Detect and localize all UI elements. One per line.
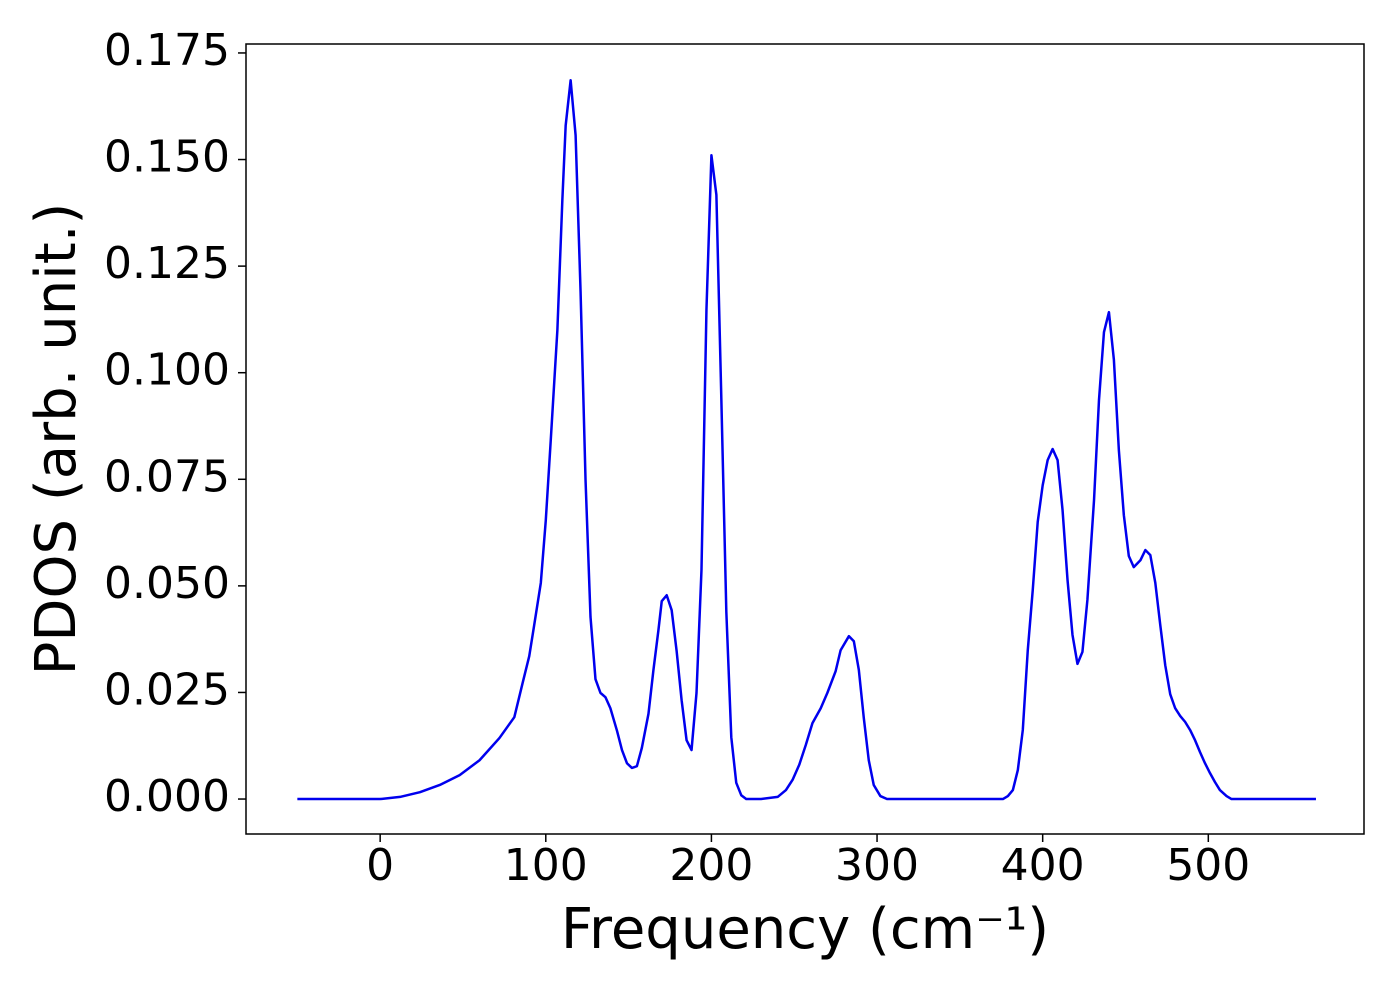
x-tick-label: 500: [1166, 840, 1250, 891]
y-tick-label: 0.000: [104, 771, 230, 822]
y-axis-label: PDOS (arb. unit.): [24, 203, 89, 676]
x-tick-label: 400: [1001, 840, 1085, 891]
y-tick-label: 0.100: [104, 345, 230, 396]
y-tick-label: 0.025: [104, 664, 230, 715]
pdos-line: [297, 78, 1316, 801]
x-axis-label: Frequency (cm⁻¹): [561, 897, 1049, 962]
y-tick-label: 0.175: [104, 25, 230, 76]
x-tick-label: 100: [504, 840, 588, 891]
x-tick-label: 300: [835, 840, 919, 891]
y-tick-label: 0.150: [104, 132, 230, 183]
x-tick-label: 200: [669, 840, 753, 891]
y-tick-label: 0.050: [104, 558, 230, 609]
y-tick-label: 0.075: [104, 451, 230, 502]
y-tick-label: 0.125: [104, 238, 230, 289]
plot-frame: [245, 43, 1365, 835]
x-tick-label: 0: [366, 840, 394, 891]
